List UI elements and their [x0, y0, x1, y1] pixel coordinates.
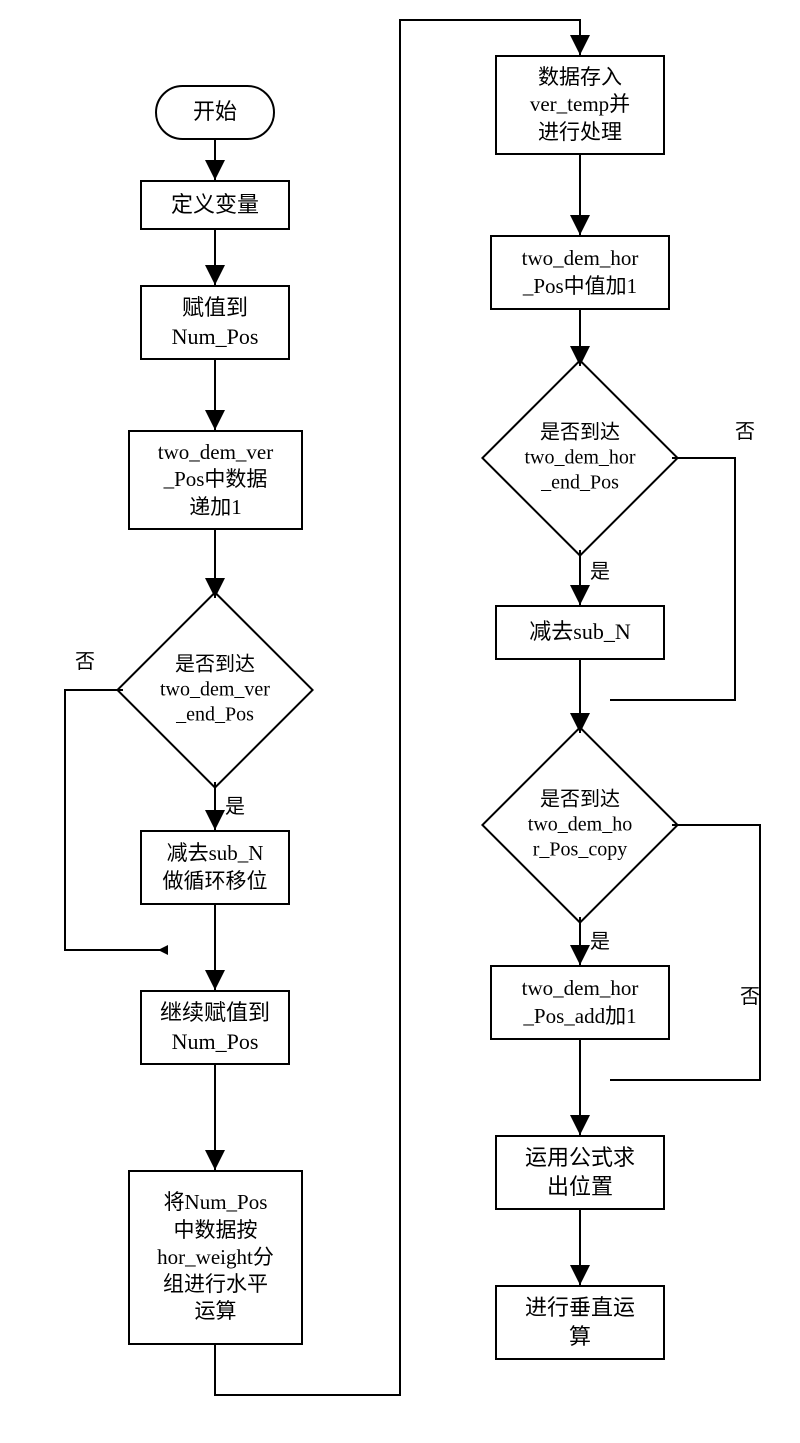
text-formula: 运用公式求 出位置 — [525, 1144, 635, 1201]
node-subn: 减去sub_N — [495, 605, 665, 660]
label-horend-yes: 是 — [590, 555, 610, 584]
node-d-copy: 是否到达 two_dem_ho r_Pos_copy — [510, 755, 650, 895]
text-d-horend: 是否到达 two_dem_hor _end_Pos — [482, 421, 678, 496]
text-vertcalc: 进行垂直运 算 — [525, 1294, 635, 1351]
text-horop: 将Num_Pos 中数据按 hor_weight分 组进行水平 运算 — [157, 1189, 274, 1325]
text-defvar: 定义变量 — [171, 191, 259, 220]
text-vertemp: 数据存入 ver_temp并 进行处理 — [530, 64, 630, 146]
node-assign2: 继续赋值到 Num_Pos — [140, 990, 290, 1065]
text-subshift: 减去sub_N 做循环移位 — [163, 840, 268, 895]
node-horop: 将Num_Pos 中数据按 hor_weight分 组进行水平 运算 — [128, 1170, 303, 1345]
text-d-verend: 是否到达 two_dem_ver _end_Pos — [117, 653, 313, 728]
node-assign1: 赋值到 Num_Pos — [140, 285, 290, 360]
node-defvar: 定义变量 — [140, 180, 290, 230]
node-d-horend: 是否到达 two_dem_hor _end_Pos — [510, 388, 650, 528]
node-vertemp: 数据存入 ver_temp并 进行处理 — [495, 55, 665, 155]
label-verend-no: 否 — [75, 645, 95, 674]
label-horend-no: 否 — [735, 415, 755, 444]
label-verend-yes: 是 — [225, 790, 245, 819]
node-d-verend: 是否到达 two_dem_ver _end_Pos — [145, 620, 285, 760]
text-start: 开始 — [193, 98, 237, 127]
node-vertcalc: 进行垂直运 算 — [495, 1285, 665, 1360]
label-copy-no: 否 — [740, 980, 760, 1009]
text-d-copy: 是否到达 two_dem_ho r_Pos_copy — [482, 788, 678, 863]
text-assign2: 继续赋值到 Num_Pos — [160, 999, 270, 1056]
node-posadd: two_dem_hor _Pos_add加1 — [490, 965, 670, 1040]
text-subn: 减去sub_N — [529, 618, 630, 647]
text-verinc: two_dem_ver _Pos中数据 递加1 — [158, 439, 273, 521]
text-horinc: two_dem_hor _Pos中值加1 — [522, 245, 639, 300]
text-assign1: 赋值到 Num_Pos — [172, 294, 259, 351]
node-horinc: two_dem_hor _Pos中值加1 — [490, 235, 670, 310]
node-start: 开始 — [155, 85, 275, 140]
node-subshift: 减去sub_N 做循环移位 — [140, 830, 290, 905]
node-verinc: two_dem_ver _Pos中数据 递加1 — [128, 430, 303, 530]
label-copy-yes: 是 — [590, 925, 610, 954]
text-posadd: two_dem_hor _Pos_add加1 — [522, 975, 639, 1030]
node-formula: 运用公式求 出位置 — [495, 1135, 665, 1210]
